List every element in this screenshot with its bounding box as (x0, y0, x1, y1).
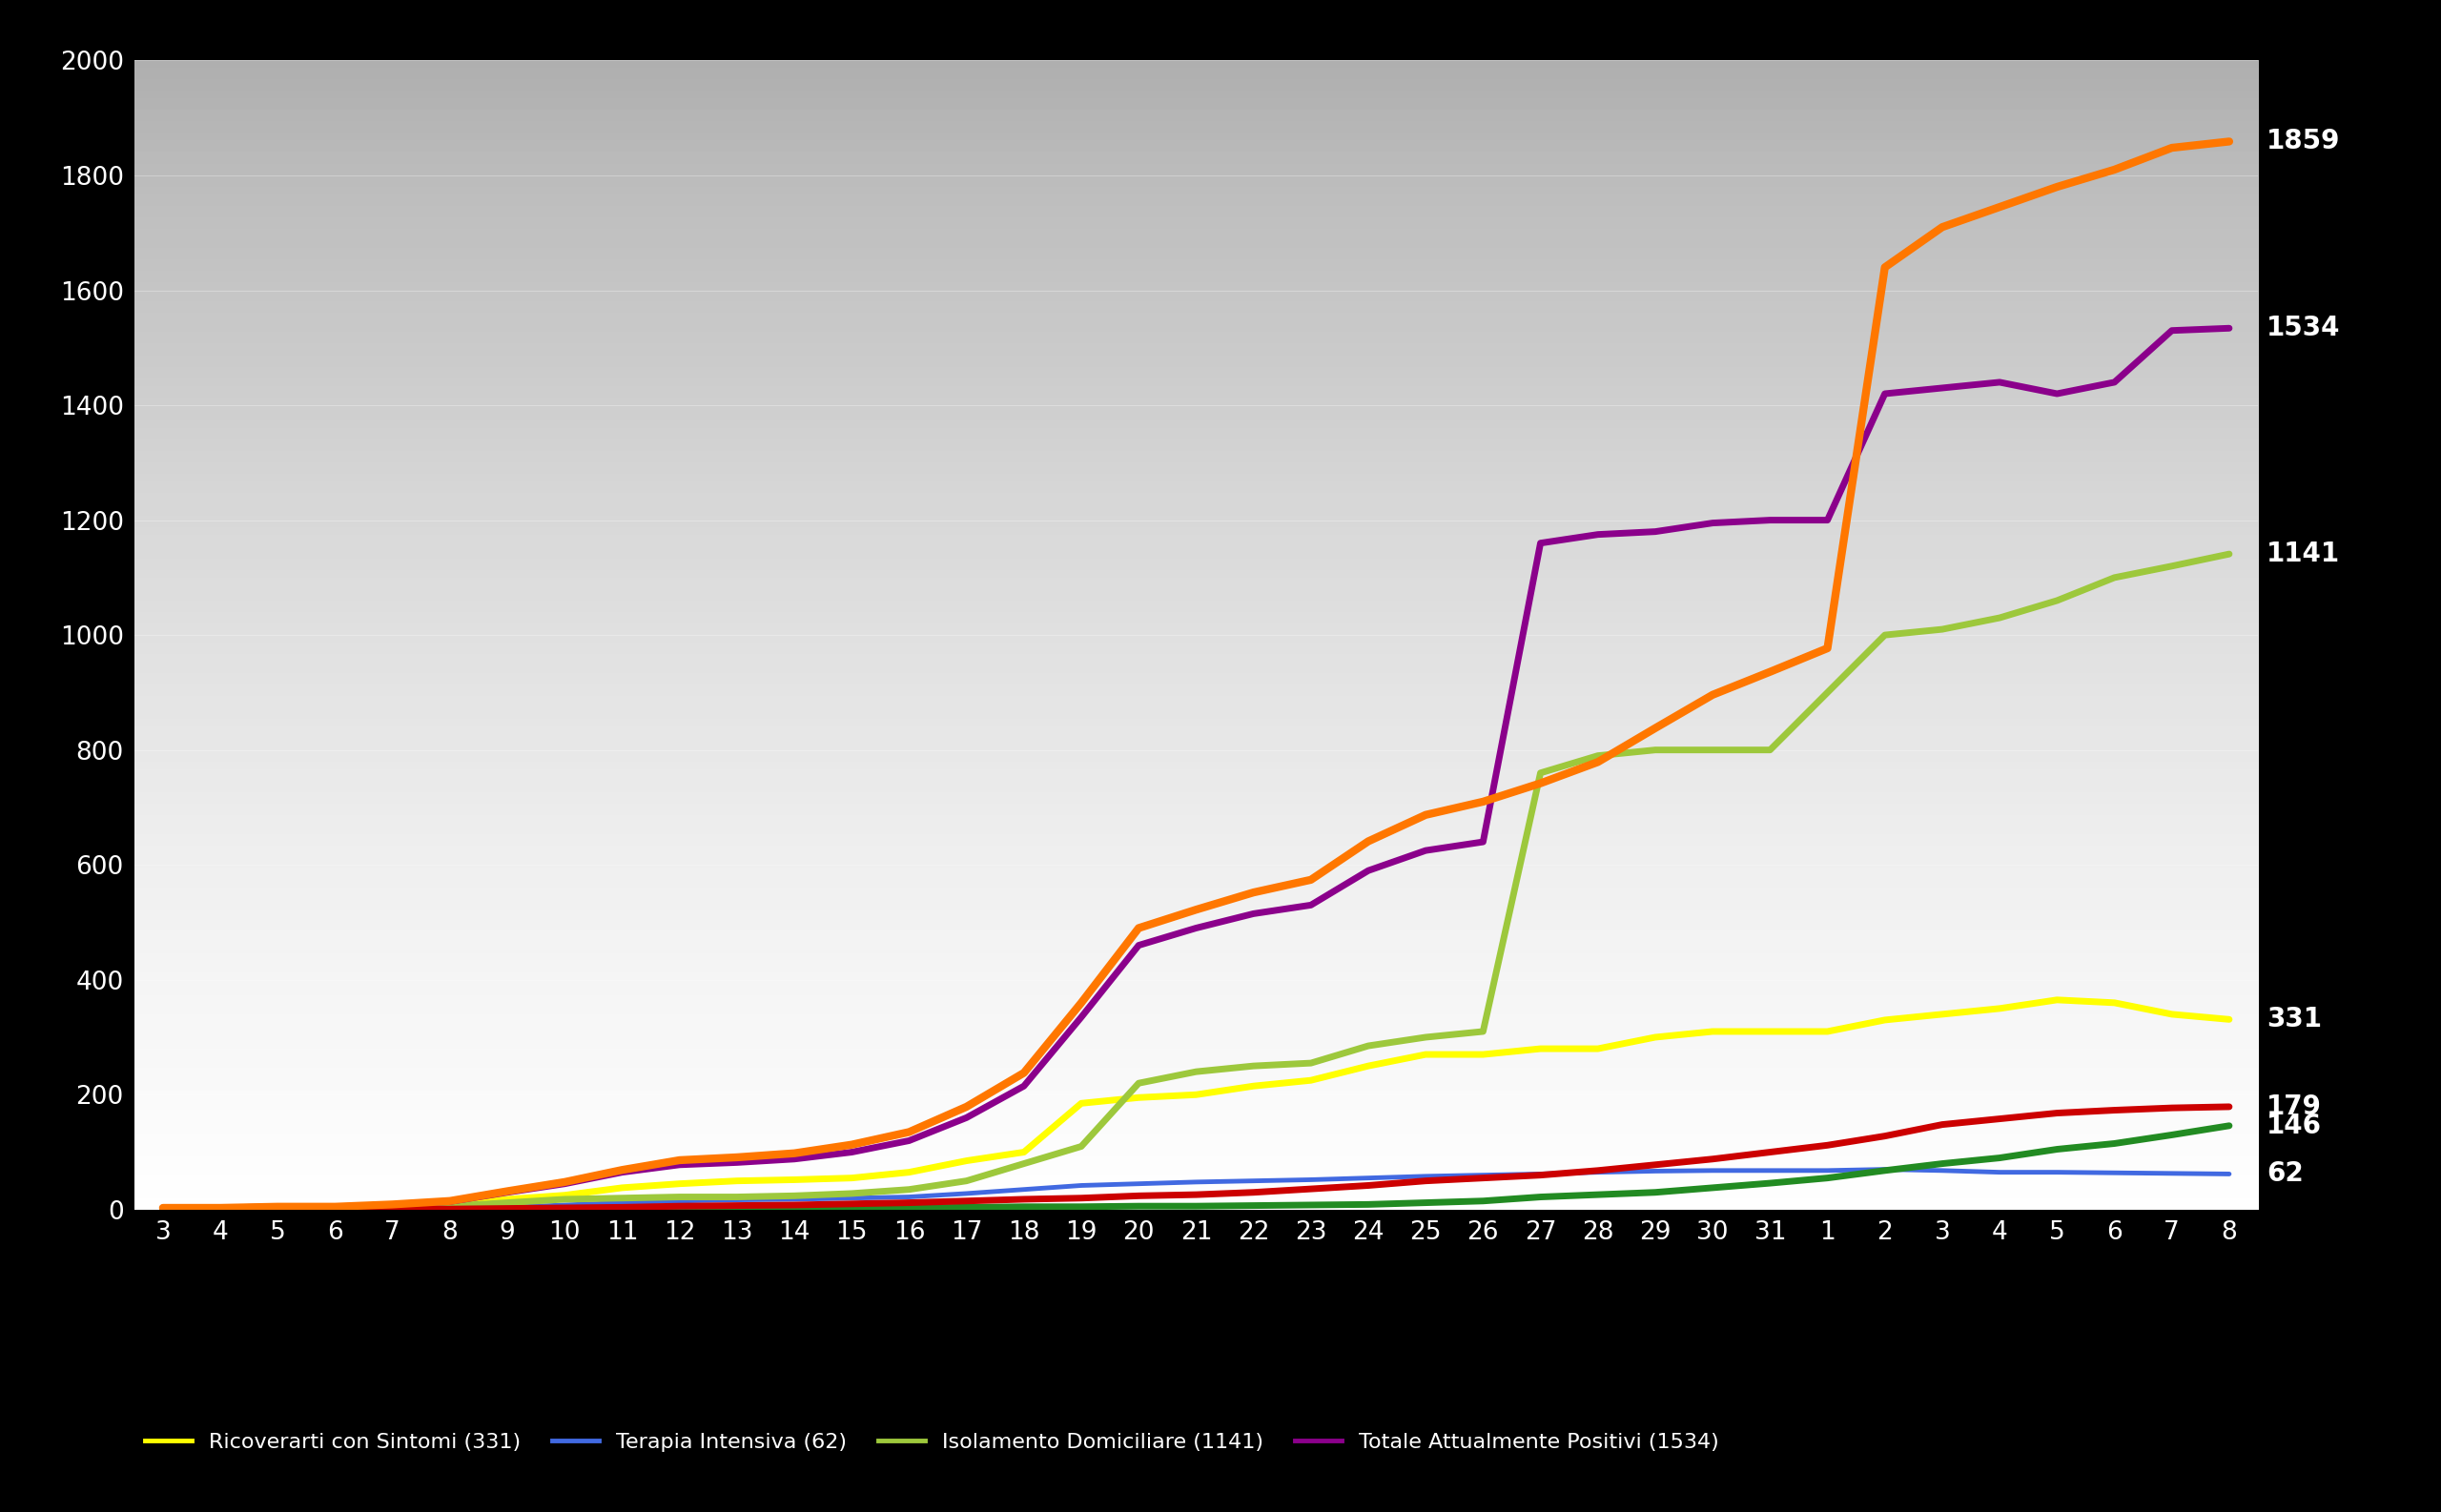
Text: 146: 146 (2268, 1113, 2321, 1139)
Text: 1141: 1141 (2268, 541, 2341, 567)
Text: 62: 62 (2268, 1161, 2304, 1187)
Text: 331: 331 (2268, 1005, 2321, 1033)
Text: 1859: 1859 (2268, 129, 2341, 154)
Text: 1534: 1534 (2268, 314, 2341, 342)
Text: 179: 179 (2268, 1093, 2321, 1120)
